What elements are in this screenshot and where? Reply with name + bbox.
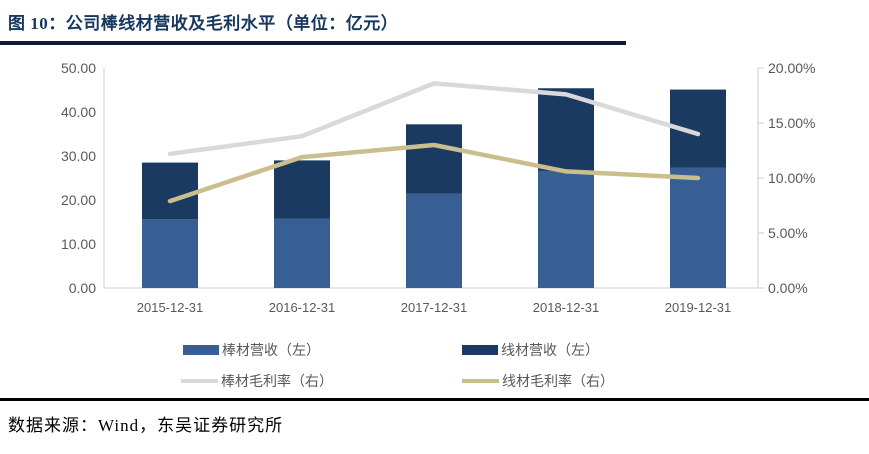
left-axis-tick-label: 20.00 bbox=[61, 192, 96, 208]
left-axis-tick-label: 40.00 bbox=[61, 104, 96, 120]
figure-title: 图 10：公司棒线材营收及毛利水平（单位：亿元） bbox=[8, 14, 399, 33]
legend-label-wire-rod-revenue: 线材营收（左） bbox=[501, 342, 599, 358]
bar-rod-margin-line bbox=[167, 81, 701, 157]
x-axis-category-label: 2015-12-31 bbox=[137, 300, 204, 315]
footer-divider bbox=[0, 398, 869, 401]
right-axis-tick-label: 5.00% bbox=[768, 225, 808, 241]
x-axis-category-label: 2019-12-31 bbox=[665, 300, 732, 315]
legend-swatch-wire-rod-revenue bbox=[462, 345, 498, 355]
right-axis-tick-label: 15.00% bbox=[768, 115, 815, 131]
left-axis-tick-label: 10.00 bbox=[61, 236, 96, 252]
legend-label-bar-rod-revenue: 棒材营收（左） bbox=[222, 342, 320, 358]
legend-swatch-bar-rod-revenue bbox=[183, 345, 219, 355]
x-axis-category-label: 2016-12-31 bbox=[269, 300, 336, 315]
title-divider bbox=[0, 41, 626, 45]
left-axis-tick-label: 50.00 bbox=[61, 60, 96, 76]
bar-rod-revenue-bar bbox=[142, 219, 198, 288]
legend-item-wire-rod-margin: 线材毛利率（右） bbox=[462, 371, 614, 391]
x-axis-category-label: 2017-12-31 bbox=[401, 300, 468, 315]
right-axis-tick-label: 0.00% bbox=[768, 280, 808, 296]
legend-item-bar-rod-margin: 棒材毛利率（右） bbox=[181, 371, 333, 391]
legend-label-wire-rod-margin: 线材毛利率（右） bbox=[502, 373, 614, 389]
left-axis-tick-label: 30.00 bbox=[61, 148, 96, 164]
data-source: 数据来源：Wind，东吴证券研究所 bbox=[8, 416, 284, 435]
bar-rod-revenue-bar bbox=[538, 170, 594, 288]
legend-item-bar-rod-revenue: 棒材营收（左） bbox=[183, 340, 320, 360]
wire-rod-margin-line bbox=[167, 142, 701, 204]
legend-swatch-bar-rod-margin-line bbox=[181, 379, 218, 383]
wire-rod-revenue-bar bbox=[274, 160, 330, 219]
x-axis-category-label: 2018-12-31 bbox=[533, 300, 600, 315]
bar-rod-revenue-bar bbox=[670, 167, 726, 288]
wire-rod-revenue-bar bbox=[406, 124, 462, 194]
legend-label-bar-rod-margin: 棒材毛利率（右） bbox=[221, 373, 333, 389]
legend-item-wire-rod-revenue: 线材营收（左） bbox=[462, 340, 599, 360]
wire-rod-revenue-bar bbox=[142, 162, 198, 220]
bar-rod-revenue-bar bbox=[406, 193, 462, 288]
left-axis-tick-label: 0.00 bbox=[69, 280, 96, 296]
chart-canvas: 0.00 10.00 20.00 30.00 40.00 50.00 0.00% 5.00% 1… bbox=[61, 60, 816, 315]
bar-rod-revenue-bar bbox=[274, 218, 330, 288]
right-axis-tick-label: 20.00% bbox=[768, 60, 815, 76]
legend-swatch-wire-rod-margin-line bbox=[462, 379, 499, 383]
right-axis-tick-label: 10.00% bbox=[768, 170, 815, 186]
